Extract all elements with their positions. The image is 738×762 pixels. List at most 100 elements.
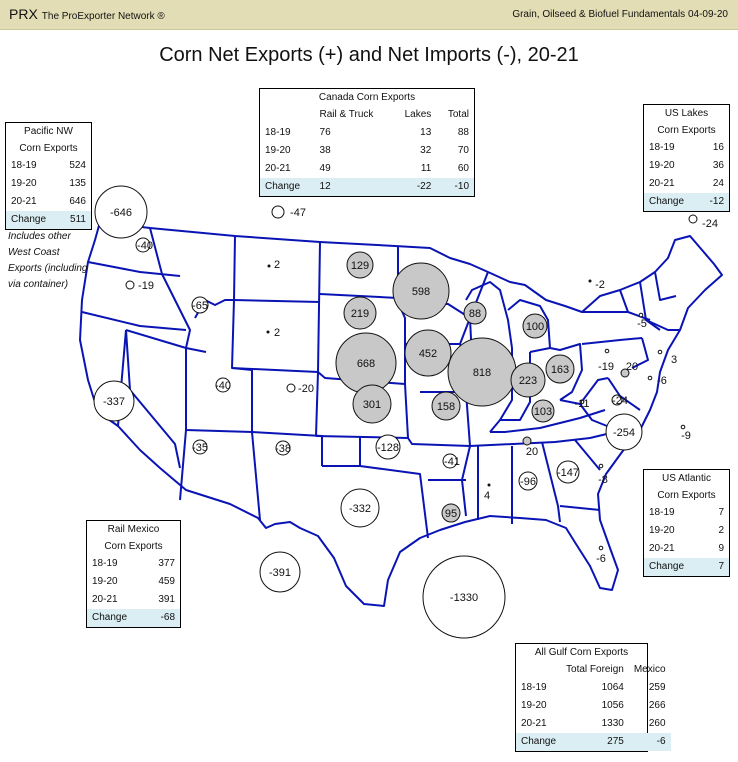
bubble-label-atlantic-off: -9 [681, 430, 691, 442]
table-header-row: Total Foreign Mexico [566, 664, 666, 675]
canada-title: Canada Corn Exports [318, 92, 416, 103]
bubble-fl [598, 545, 604, 551]
table-row: 18-19 7 [649, 507, 724, 518]
bubble-label-mt: 2 [274, 259, 280, 271]
bubble-label-or: -19 [138, 280, 154, 292]
bubble-wv [579, 399, 585, 405]
bubble-label-mi: 100 [526, 321, 544, 333]
us-lakes-title-2: Corn Exports [657, 125, 716, 136]
table-row: 20-21 9 [649, 543, 724, 554]
pacific-nw-title-2: Corn Exports [19, 143, 78, 154]
bubble-mo [431, 391, 461, 421]
bubble-la [441, 503, 461, 523]
gulf-box: All Gulf Corn Exports Total Foreign Mexi… [515, 643, 671, 752]
bubble-in [510, 362, 546, 398]
gulf-table: Total Foreign Mexico 18-19 1064 259 19-20 1… [516, 661, 671, 751]
rail-mexico-table: 18-19 377 19-20 459 20-21 391 Change -68 [87, 555, 180, 627]
change-row: Change 12 -22 -10 [260, 178, 474, 196]
bubble-label-fl: -6 [596, 553, 606, 565]
pacific-nw-table: 18-19 524 19-20 135 20-21 646 Change 511 [6, 157, 91, 229]
bubble-ks [352, 384, 392, 424]
table-row: 20-21 646 [11, 196, 86, 207]
bubble-label-pa-east: 20 [626, 361, 638, 373]
bubble-nm [275, 440, 291, 456]
bubble-id [191, 296, 209, 314]
table-row: 20-21 1330 260 [521, 718, 666, 729]
rail-mexico-box: Rail Mexico Corn Exports 18-19 377 19-20 4… [86, 520, 181, 628]
bubble-label-wv: -11 [574, 398, 589, 410]
bubble-ga [556, 460, 580, 484]
change-row: Change -12 [644, 193, 729, 211]
bubble-tx-north [340, 488, 380, 528]
bubble-wa-east [135, 237, 151, 253]
bubble-label-new-england: -2 [595, 279, 605, 291]
brand-subtitle: The ProExporter Network ® [41, 11, 165, 22]
bubble-label-az: -35 [192, 442, 208, 454]
bubble-label-sc: -8 [598, 474, 608, 486]
bubble-label-wa-east: -40 [137, 240, 153, 252]
bubble-label-nc: -254 [613, 427, 635, 439]
rail-mexico-title-1: Rail Mexico [107, 524, 160, 535]
table-row: 20-21 24 [649, 178, 724, 189]
bubble-label-la: 95 [445, 508, 457, 520]
bubble-label-ny: -5 [637, 318, 647, 330]
us-outline [79, 221, 723, 607]
bubble-mi [522, 313, 548, 339]
bubble-ut [215, 377, 231, 393]
table-row: 19-20 1056 266 [521, 700, 666, 711]
bubble-label-tn: 20 [526, 446, 538, 458]
bubble-new-england [588, 279, 592, 283]
bubble-label-us-lakes: -24 [702, 218, 718, 230]
bubble-label-in: 223 [519, 375, 537, 387]
bubble-label-co: -20 [298, 383, 314, 395]
bubble-ok [375, 434, 401, 460]
canada-box: Canada Corn Exports Rail & Truck Lakes T… [259, 88, 475, 197]
bubble-de [657, 349, 663, 355]
bubble-label-pacific-nw: -646 [110, 207, 132, 219]
map-title: Corn Net Exports (+) and Net Imports (-)… [159, 44, 579, 66]
bubble-label-ia: 452 [419, 348, 437, 360]
us-atlantic-title-2: Corn Exports [657, 490, 716, 501]
bubble-va [611, 394, 623, 406]
bubble-label-tx-north: -332 [349, 503, 371, 515]
bubble-label-ar: -41 [444, 456, 460, 468]
us-atlantic-table: 18-19 7 19-20 2 20-21 9 Change 7 [644, 504, 729, 576]
table-row: 19-20 38 32 70 [265, 145, 469, 156]
bubble-ar [442, 453, 458, 469]
bubble-label-ok: -128 [377, 442, 399, 454]
table-header-row: Rail & Truck Lakes Total [319, 109, 469, 120]
bubble-oh [545, 354, 575, 384]
bubble-label-mo: 158 [437, 401, 455, 413]
bubble-nd [346, 251, 374, 279]
table-row: 18-19 1064 259 [521, 682, 666, 693]
bubble-sd [343, 296, 377, 330]
header-right-text: Grain, Oilseed & Biofuel Fundamentals 04… [512, 9, 728, 20]
us-lakes-title-1: US Lakes [664, 108, 709, 119]
bubble-label-ut: -40 [215, 380, 231, 392]
bubble-canada-cross [271, 205, 285, 219]
bubble-mt [267, 264, 271, 268]
change-row: Change 7 [644, 558, 729, 576]
bubble-ny [638, 312, 644, 318]
bubble-label-al: -96 [520, 476, 536, 488]
bubble-ms [487, 483, 491, 487]
bubble-label-ga: -147 [557, 467, 579, 479]
bubble-label-il: 818 [473, 367, 491, 379]
bubble-label-nd: 129 [351, 260, 369, 272]
bubble-label-de: 3 [671, 354, 677, 366]
table-row: 19-20 2 [649, 525, 724, 536]
bubble-pa [604, 348, 610, 354]
bubble-tn [522, 436, 532, 446]
bubble-label-id: -65 [192, 300, 208, 312]
table-row: 19-20 36 [649, 160, 724, 171]
us-lakes-table: 18-19 16 19-20 36 20-21 24 Change -12 [644, 139, 729, 211]
bubble-pacific-nw [94, 185, 148, 239]
change-row: Change 511 [6, 211, 91, 229]
bubble-label-oh: 163 [551, 364, 569, 376]
pacific-nw-box: Pacific NW Corn Exports 18-19 524 19-20 13… [5, 122, 92, 230]
pacific-note: Includes other West Coast Exports (inclu… [8, 231, 88, 290]
change-row: Change -68 [87, 609, 180, 627]
bubble-atlantic-off [680, 424, 686, 430]
bubble-gulf [422, 555, 506, 639]
